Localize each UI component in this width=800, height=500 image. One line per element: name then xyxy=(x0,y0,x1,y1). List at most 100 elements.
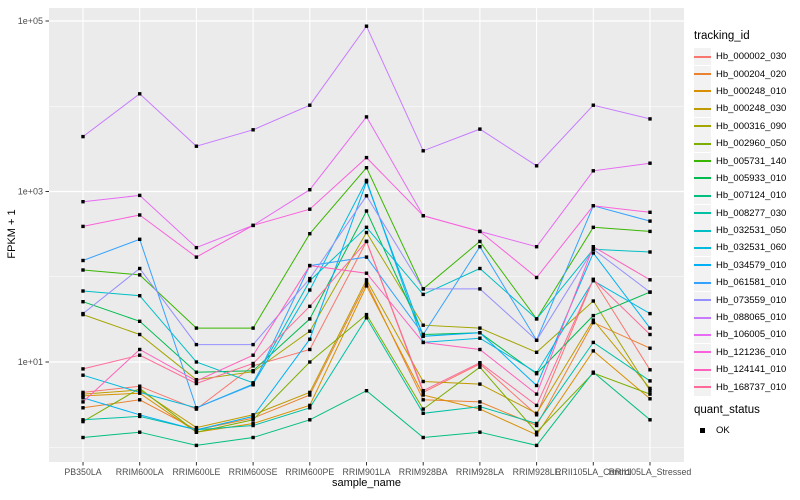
data-point-Hb_008277_030 xyxy=(308,406,312,410)
legend-color-line xyxy=(694,246,711,249)
data-point-Hb_005933_010 xyxy=(81,300,85,304)
legend-label: Hb_005731_140 xyxy=(716,155,787,167)
legend-key-line-icon xyxy=(694,100,711,118)
legend-key-line-icon xyxy=(694,135,711,153)
x-tick-label: RRIM600SE xyxy=(229,467,278,477)
data-point-Hb_008277_030 xyxy=(421,411,425,415)
data-point-Hb_073559_010 xyxy=(194,342,199,347)
legend-label: Hb_032531_050 xyxy=(716,225,787,237)
data-point-Hb_073559_010 xyxy=(421,287,425,291)
data-point-Hb_032531_050 xyxy=(648,250,652,254)
data-point-Hb_007124_010 xyxy=(138,430,142,434)
data-point-Hb_034579_010 xyxy=(648,326,652,330)
data-point-Hb_005731_140 xyxy=(308,232,312,236)
data-point-Hb_073559_010 xyxy=(81,311,85,316)
data-point-Hb_005731_140 xyxy=(81,268,85,272)
data-point-Hb_002960_050 xyxy=(308,360,312,364)
legend-color-line xyxy=(694,368,711,371)
legend-label: Hb_000248_010 xyxy=(716,85,787,97)
x-tick-label: RRIM600LA xyxy=(116,467,164,477)
legend-color-line xyxy=(694,212,711,215)
data-point-Hb_000316_090 xyxy=(591,299,595,303)
legend-color-line xyxy=(694,333,711,336)
data-point-Hb_002960_050 xyxy=(81,419,85,424)
data-point-Hb_061581_010 xyxy=(138,237,142,241)
data-point-Hb_073559_010 xyxy=(251,342,255,347)
legend-item-Hb_008277_030: Hb_008277_030 xyxy=(694,204,800,222)
data-point-Hb_061581_010 xyxy=(364,255,369,259)
legend-title-tracking-id: tracking_id xyxy=(694,30,750,42)
legend-label: Hb_000248_030 xyxy=(716,103,787,115)
data-point-Hb_073559_010 xyxy=(478,287,482,291)
data-point-Hb_088065_010 xyxy=(364,24,369,28)
data-point-Hb_000316_090 xyxy=(648,389,652,393)
data-point-Hb_124141_010 xyxy=(534,392,539,396)
data-point-Hb_121236_010 xyxy=(648,210,652,214)
legend-color-line xyxy=(694,264,711,267)
data-point-Hb_000248_030 xyxy=(308,390,312,395)
data-point-Hb_032531_060 xyxy=(478,336,482,340)
data-point-Hb_073559_010 xyxy=(364,194,369,198)
data-point-Hb_005933_010 xyxy=(308,317,312,321)
data-point-Hb_124141_010 xyxy=(421,340,425,345)
data-point-Hb_088065_010 xyxy=(251,128,255,132)
legend-key-line-icon xyxy=(694,239,711,257)
data-point-Hb_000204_020 xyxy=(478,400,482,404)
data-point-Hb_000204_020 xyxy=(648,346,652,350)
data-point-Hb_002960_050 xyxy=(194,430,199,434)
data-point-Hb_000002_030 xyxy=(421,390,425,395)
legend-label: Hb_034579_010 xyxy=(716,259,787,271)
data-point-Hb_005731_140 xyxy=(138,273,142,277)
data-point-Hb_000248_030 xyxy=(478,382,482,386)
data-point-Hb_002960_050 xyxy=(648,392,652,396)
data-point-Hb_032531_060 xyxy=(648,311,652,316)
legend-item-Hb_088065_010: Hb_088065_010 xyxy=(694,309,800,327)
legend-label: Hb_007124_010 xyxy=(716,190,787,202)
legend-items-tracking: Hb_000002_030 Hb_000204_020 Hb_000248_010 H… xyxy=(694,48,800,396)
legend-item-Hb_002960_050: Hb_002960_050 xyxy=(694,135,800,153)
legend-key-line-icon xyxy=(694,309,711,327)
data-point-Hb_124141_010 xyxy=(648,278,652,282)
legend-item-Hb_121236_010: Hb_121236_010 xyxy=(694,343,800,361)
data-point-Hb_061581_010 xyxy=(421,332,425,337)
x-tick-label: PB350LA xyxy=(64,467,101,477)
legend-items-quant: OK xyxy=(694,422,800,439)
legend-item-Hb_073559_010: Hb_073559_010 xyxy=(694,291,800,309)
data-point-Hb_121236_010 xyxy=(251,223,255,228)
legend-label: Hb_073559_010 xyxy=(716,294,787,306)
data-point-Hb_032531_050 xyxy=(478,266,482,271)
data-point-Hb_088065_010 xyxy=(308,103,312,107)
data-point-Hb_106005_010 xyxy=(308,188,312,192)
data-point-Hb_073559_010 xyxy=(591,247,595,251)
data-point-Hb_061581_010 xyxy=(81,258,85,263)
data-point-Hb_034579_010 xyxy=(591,251,595,255)
data-point-Hb_000248_030 xyxy=(364,278,369,282)
data-point-Hb_034579_010 xyxy=(478,331,482,335)
data-point-Hb_121236_010 xyxy=(138,213,142,217)
legend-item-Hb_034579_010: Hb_034579_010 xyxy=(694,256,800,274)
legend-item-Hb_000204_020: Hb_000204_020 xyxy=(694,65,800,83)
data-point-Hb_106005_010 xyxy=(138,193,142,198)
legend-color-line xyxy=(694,55,711,58)
legend-color-line xyxy=(694,299,711,302)
data-point-Hb_005933_010 xyxy=(194,370,199,374)
y-axis-title: FPKM + 1 xyxy=(6,209,18,259)
x-tick-label: RRIM600LE xyxy=(172,467,220,477)
data-point-Hb_032531_060 xyxy=(308,288,312,292)
data-point-Hb_000248_010 xyxy=(364,284,369,288)
legend-color-line xyxy=(694,351,711,354)
legend-color-line xyxy=(694,229,711,232)
data-point-Hb_168737_010 xyxy=(478,361,482,365)
x-tick-label: RRIM600PE xyxy=(285,467,334,477)
legend-color-line xyxy=(694,386,711,389)
data-point-Hb_005933_010 xyxy=(364,209,369,213)
legend-item-Hb_000316_090: Hb_000316_090 xyxy=(694,117,800,135)
data-point-Hb_124141_010 xyxy=(308,263,312,268)
legend-color-line xyxy=(694,107,711,110)
x-tick-label: RRII105LA_Stressed xyxy=(609,467,692,477)
data-point-Hb_005933_010 xyxy=(138,319,142,323)
legend-key-line-icon xyxy=(694,274,711,292)
data-point-Hb_124141_010 xyxy=(194,379,199,383)
data-point-Hb_007124_010 xyxy=(421,435,425,440)
